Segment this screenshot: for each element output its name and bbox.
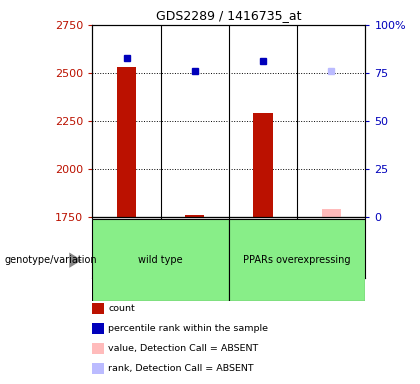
Text: GSM134974: GSM134974 bbox=[190, 222, 200, 281]
Bar bbox=[185, 215, 205, 217]
Polygon shape bbox=[69, 253, 82, 268]
Text: GSM134973: GSM134973 bbox=[121, 222, 131, 281]
Text: PPARs overexpressing: PPARs overexpressing bbox=[244, 255, 351, 265]
Text: GSM134976: GSM134976 bbox=[326, 222, 336, 281]
Text: genotype/variation: genotype/variation bbox=[4, 255, 97, 265]
Text: wild type: wild type bbox=[138, 255, 183, 265]
Title: GDS2289 / 1416735_at: GDS2289 / 1416735_at bbox=[156, 9, 302, 22]
Text: rank, Detection Call = ABSENT: rank, Detection Call = ABSENT bbox=[108, 364, 254, 373]
Text: value, Detection Call = ABSENT: value, Detection Call = ABSENT bbox=[108, 344, 259, 353]
Bar bbox=[322, 209, 341, 217]
Bar bbox=[117, 67, 136, 217]
Bar bbox=[254, 113, 273, 217]
Text: percentile rank within the sample: percentile rank within the sample bbox=[108, 324, 268, 333]
Bar bbox=[229, 219, 365, 301]
Bar bbox=[92, 219, 229, 301]
Text: GSM134975: GSM134975 bbox=[258, 222, 268, 281]
Text: count: count bbox=[108, 304, 135, 313]
